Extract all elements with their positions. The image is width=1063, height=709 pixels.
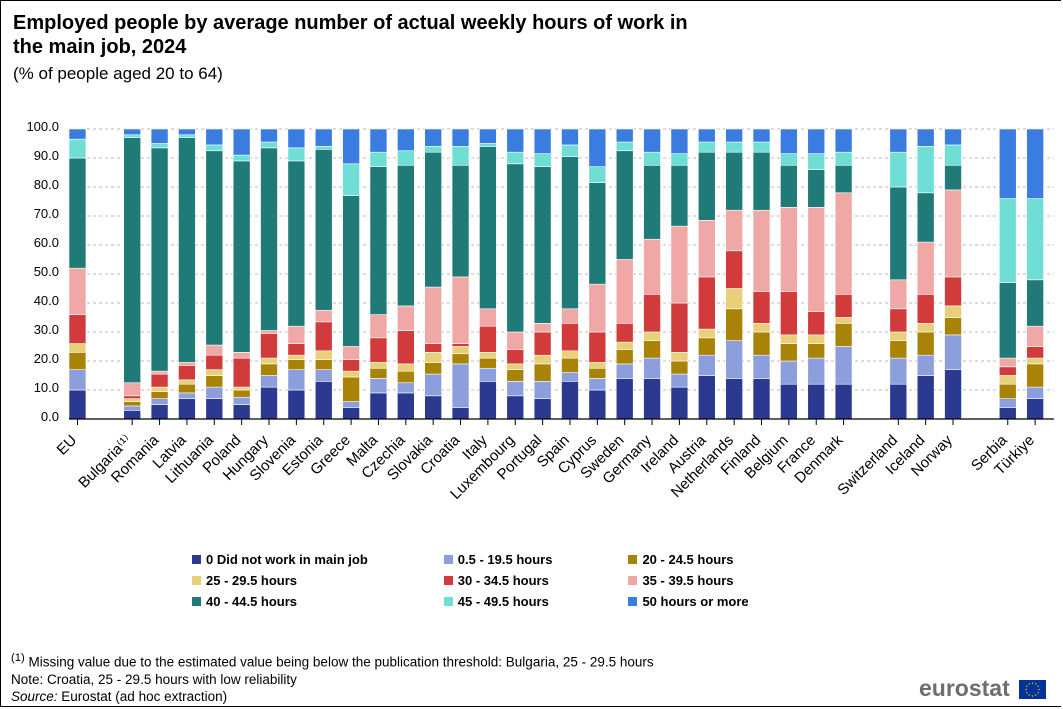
svg-text:EU: EU: [54, 432, 81, 459]
